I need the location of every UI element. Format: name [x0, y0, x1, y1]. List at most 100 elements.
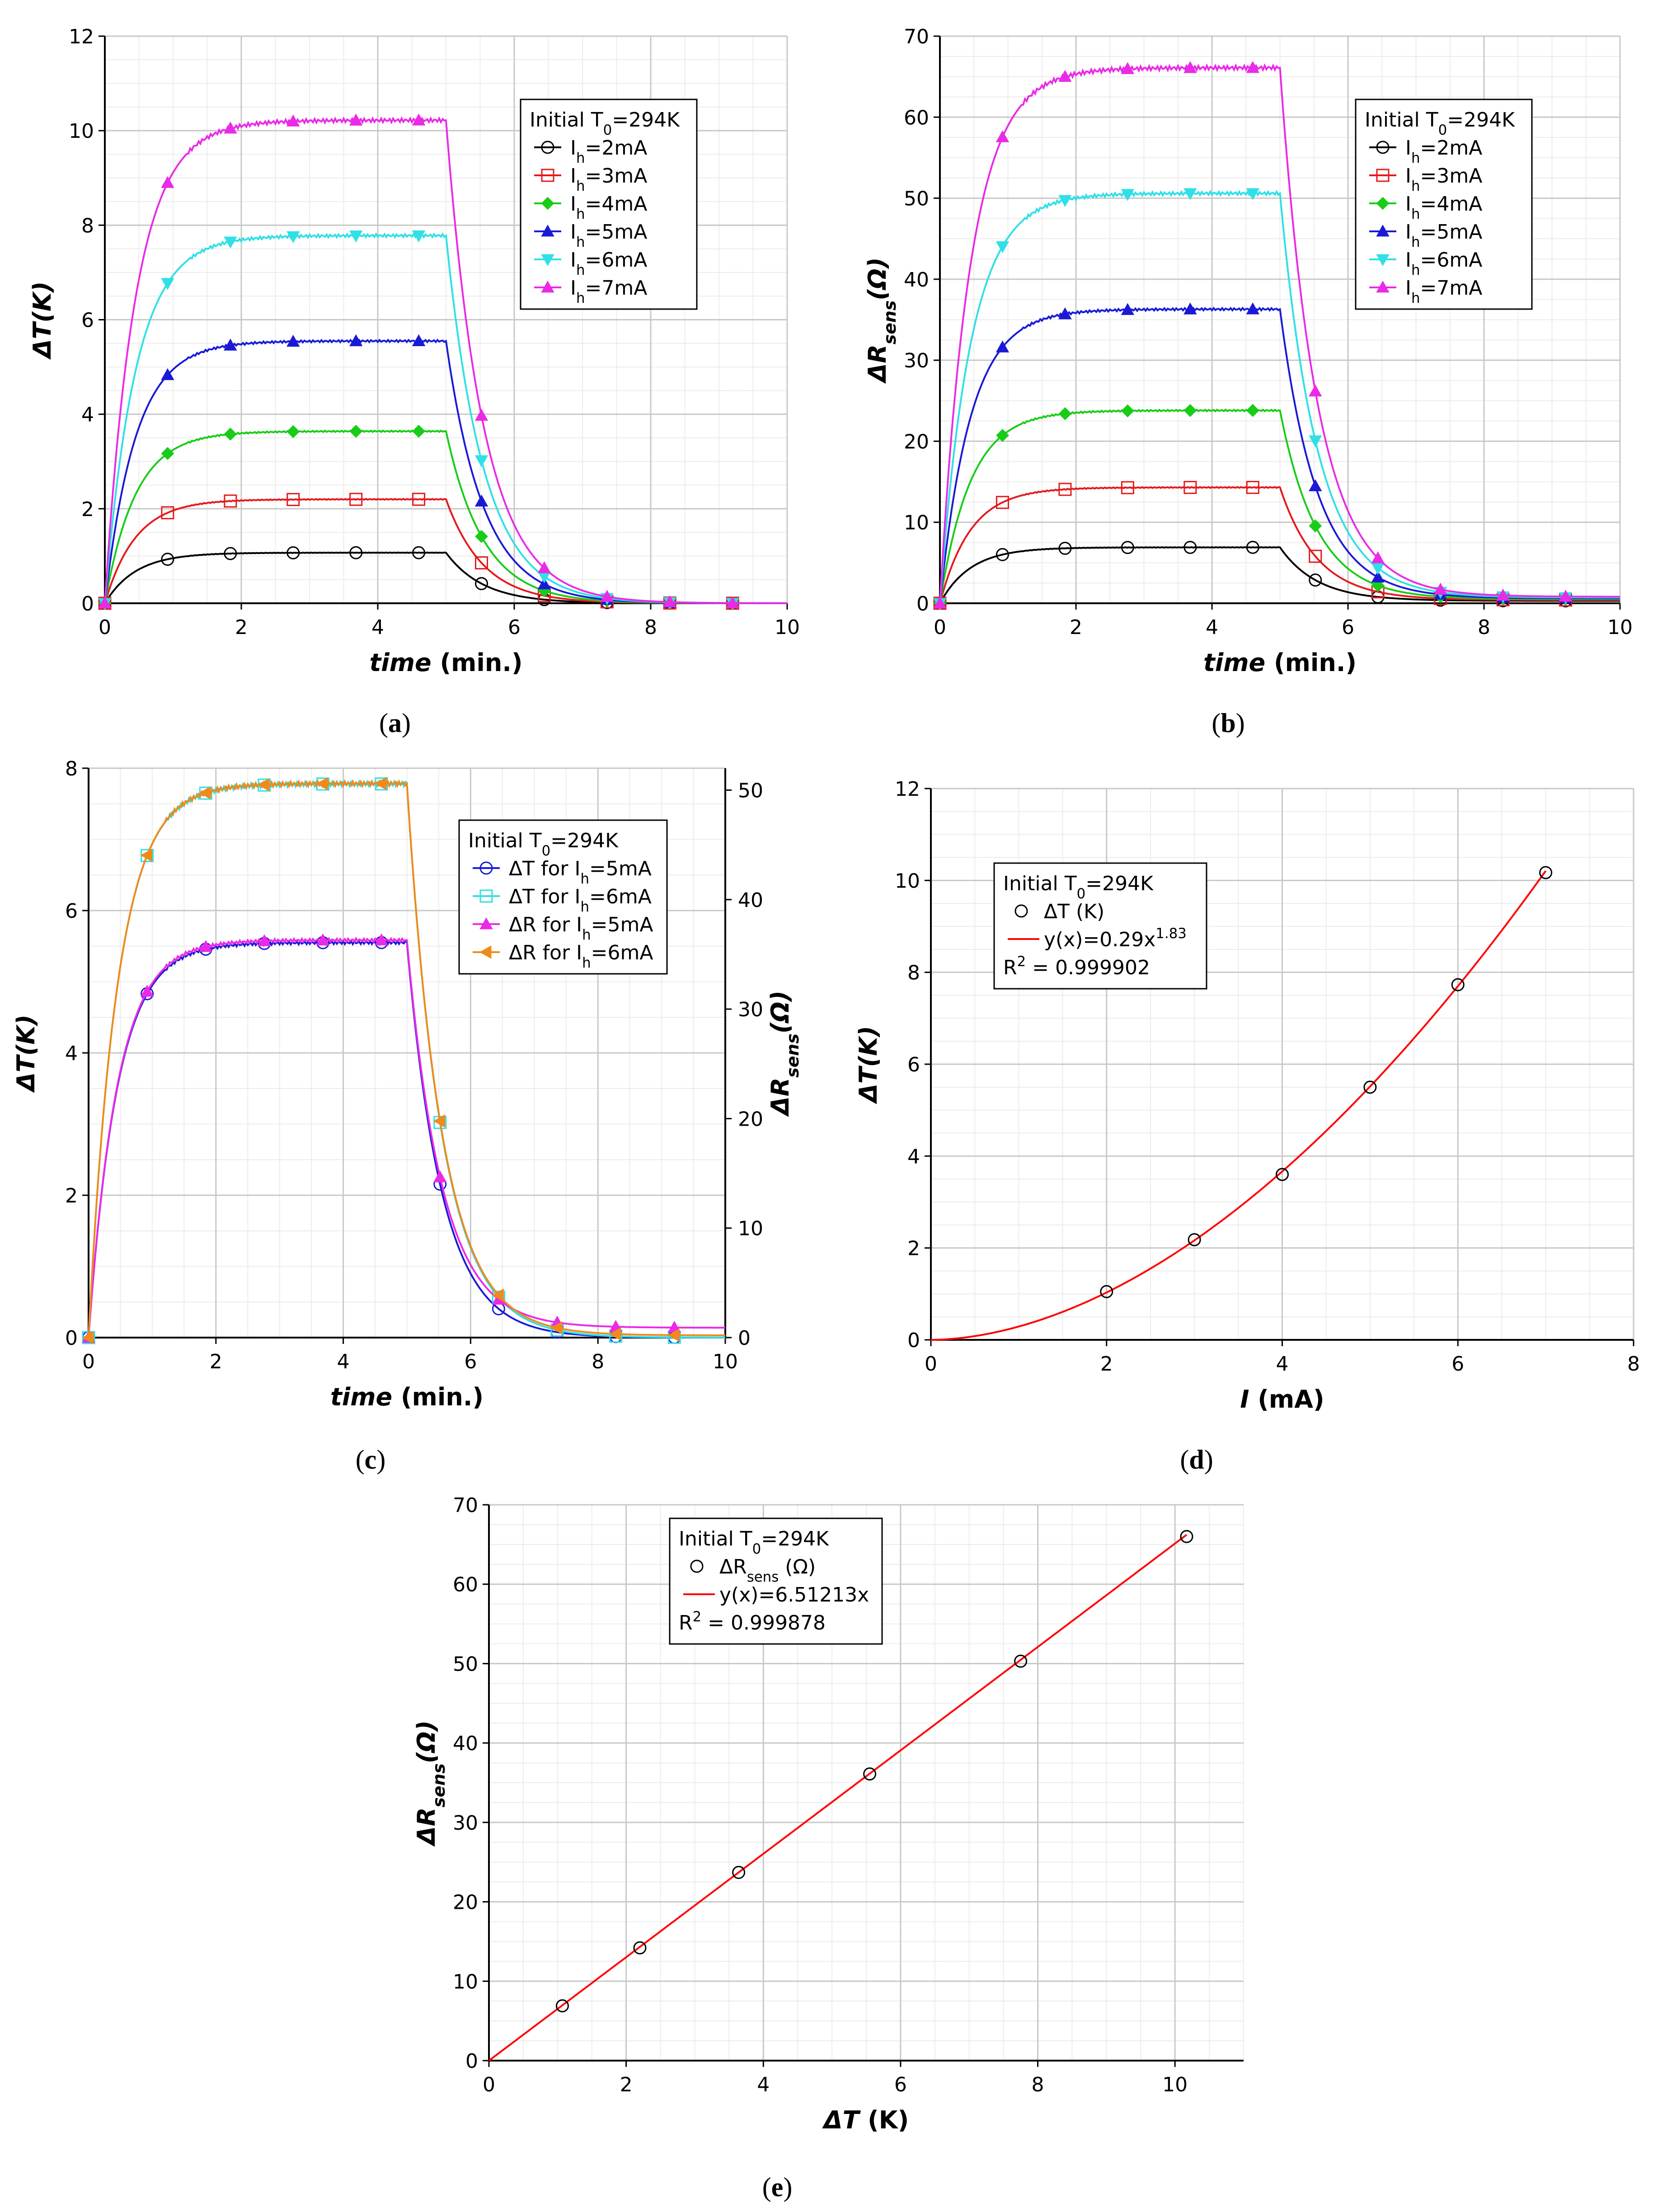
y-tick-label: 50 [453, 1653, 478, 1676]
y2-tick-label: 10 [738, 1217, 763, 1240]
data-point [492, 1288, 504, 1302]
x-tick-label: 8 [1478, 616, 1490, 639]
data-point [349, 230, 363, 243]
data-point [412, 334, 426, 346]
y-tick-label: 12 [69, 25, 94, 48]
x-axis-variable: I [1240, 1385, 1249, 1414]
data-point [1539, 866, 1553, 879]
data-point [375, 933, 388, 945]
data-point [1188, 1233, 1201, 1246]
legend-entry: ΔT for Ih=5mA [509, 857, 652, 887]
data-point [933, 596, 947, 609]
data-point [199, 786, 211, 800]
x-tick-label: 2 [1070, 616, 1082, 639]
x-tick-label: 4 [1206, 616, 1218, 639]
legend-entry: ΔR for Ih=5mA [509, 913, 653, 943]
y-tick-label: 0 [907, 1329, 920, 1352]
data-point [1183, 302, 1197, 315]
legend-marker [690, 1559, 704, 1573]
caption-e: (e) [762, 2172, 793, 2202]
x-axis-variable: time [330, 1383, 392, 1411]
x-axis-label: time (min.) [330, 1383, 484, 1411]
x-tick-label: 2 [235, 616, 248, 639]
data-point [286, 114, 300, 127]
data-point [1363, 1080, 1377, 1094]
data-point [996, 429, 1009, 442]
y-tick-label: 0 [465, 2050, 478, 2073]
data-point [1451, 978, 1465, 991]
caption-a: (a) [379, 708, 411, 738]
legend-box [1355, 99, 1533, 310]
y-axis-label: ΔT(K) [12, 1014, 40, 1093]
data-point [1246, 302, 1259, 315]
data-point [1246, 481, 1259, 494]
data-point [1121, 481, 1134, 494]
legend-marker [541, 224, 554, 237]
x-axis-label: time (min.) [1203, 648, 1357, 677]
y-tick-label: 10 [904, 512, 929, 535]
x-tick-label: 10 [1162, 2073, 1188, 2096]
data-point [609, 1327, 621, 1341]
data-point [161, 447, 174, 460]
y-tick-label: 0 [65, 1327, 78, 1350]
chart-d: 0 2 4 6 8 0 2 4 6 8 10 12 I (mA) ΔT(K) Initial T0=294K… [854, 778, 1640, 1414]
x-tick-label: 0 [925, 1353, 937, 1376]
y-tick-label: 50 [904, 188, 929, 211]
legend-marker [1376, 197, 1390, 210]
y2-tick-label: 30 [738, 998, 763, 1021]
data-point [1058, 70, 1072, 82]
y-tick-label: 6 [65, 900, 78, 923]
y-tick-label: 10 [895, 869, 920, 892]
y-tick-label: 8 [65, 757, 78, 780]
data-point [412, 230, 426, 243]
data-point [316, 933, 330, 946]
data-point [349, 546, 363, 559]
data-point [349, 334, 363, 347]
legend-marker [1014, 904, 1028, 918]
legend-marker [479, 917, 493, 930]
legend-marker [1376, 169, 1390, 182]
legend-entry: ΔT for Ih=6mA [509, 885, 652, 915]
chart-e: 0 2 4 6 8 10 0 10 20 30 40 50 60 70 ΔT (K) ΔRsens(Ω) Ini… [412, 1494, 1244, 2134]
x-axis-label: time (min.) [369, 648, 522, 677]
data-point [1058, 407, 1072, 420]
x-tick-label: 10 [713, 1350, 738, 1373]
data-point [1371, 551, 1385, 564]
x-tick-label: 6 [894, 2073, 907, 2096]
x-axis-variable: time [369, 648, 431, 677]
data-point [286, 546, 300, 559]
data-point [224, 427, 237, 441]
x-tick-label: 10 [1607, 616, 1633, 639]
data-point [1058, 541, 1072, 555]
y2-tick-label: 50 [738, 779, 763, 802]
data-point [1371, 563, 1385, 575]
data-point [1309, 384, 1322, 397]
x-tick-label: 0 [483, 2073, 495, 2096]
caption-c: (c) [356, 1445, 386, 1475]
data-point [161, 176, 174, 188]
y2-tick-label: 0 [738, 1327, 751, 1350]
data-point [98, 596, 112, 609]
x-tick-label: 2 [210, 1350, 222, 1373]
legend-title: Initial T0=294K [1365, 108, 1515, 138]
y-tick-label: 0 [81, 592, 94, 615]
data-point [475, 530, 488, 543]
legend-box [993, 862, 1207, 990]
data-point [1309, 519, 1322, 533]
data-point [1433, 582, 1447, 595]
x-axis-unit: (min.) [1265, 648, 1357, 677]
data-point [1371, 579, 1385, 592]
data-point [1180, 1530, 1193, 1543]
legend-entry: ΔR for Ih=6mA [509, 941, 653, 971]
data-point [663, 595, 676, 607]
x-tick-label: 8 [592, 1350, 604, 1373]
chart-a: 0 2 4 6 8 10 0 2 4 6 8 10 12 time (min.) ΔT(K) Initial … [28, 25, 800, 677]
data-point [1496, 588, 1510, 601]
data-point [1058, 483, 1072, 496]
legend-entry: Ih=2mA [570, 136, 647, 166]
data-point [140, 848, 153, 862]
x-tick-label: 8 [644, 616, 657, 639]
legend-entry: Ih=2mA [1405, 136, 1482, 166]
y2-tick-label: 20 [738, 1108, 763, 1131]
legend-entry: y(x)=6.51213x [719, 1583, 869, 1606]
